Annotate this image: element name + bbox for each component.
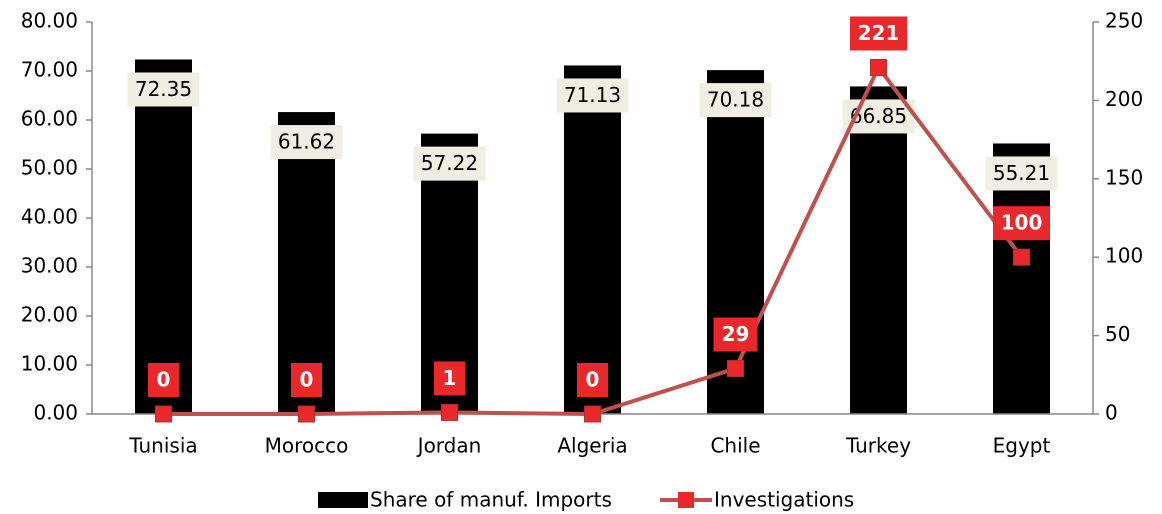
data-label-box	[985, 156, 1058, 191]
legend-swatch	[318, 492, 368, 508]
x-tick-label: Chile	[710, 434, 760, 458]
y2-tick-label: 0	[1105, 401, 1118, 425]
y2-tick-label: 150	[1105, 165, 1143, 189]
legend-marker	[678, 492, 694, 508]
y-tick-label: 80.00	[21, 9, 78, 33]
y-tick-label: 0.00	[33, 401, 78, 425]
data-label-box	[291, 363, 322, 397]
y2-tick-label: 100	[1105, 244, 1143, 268]
data-label: 55.21	[993, 161, 1050, 185]
data-label: 29	[722, 322, 750, 346]
marker	[584, 405, 601, 423]
bar	[850, 86, 907, 414]
y-tick-label: 70.00	[21, 58, 78, 82]
data-label-box	[270, 125, 343, 160]
bar	[135, 59, 192, 415]
x-tick-label: Turkey	[845, 434, 911, 458]
data-label-box	[148, 363, 179, 397]
marker	[441, 403, 458, 421]
marker	[1013, 248, 1030, 266]
y-tick-label: 30.00	[21, 254, 78, 278]
legend-label: Investigations	[714, 488, 854, 512]
data-label: 0	[157, 368, 171, 392]
y2-tick-label: 50	[1105, 322, 1130, 346]
data-label-box	[556, 78, 629, 113]
x-tick-label: Tunisia	[128, 434, 197, 458]
data-label: 100	[1001, 211, 1043, 235]
data-label-box	[577, 363, 608, 397]
data-label: 0	[586, 368, 600, 392]
x-tick-label: Morocco	[265, 434, 349, 458]
y-tick-label: 10.00	[21, 352, 78, 376]
data-label-box	[850, 16, 907, 51]
data-label: 0	[300, 368, 314, 392]
y2-tick-label: 200	[1105, 87, 1143, 111]
data-label: 57.22	[421, 151, 478, 175]
marker	[727, 360, 744, 378]
y-tick-label: 60.00	[21, 107, 78, 131]
bar	[707, 70, 764, 415]
bar	[564, 65, 621, 414]
legend-label: Share of manuf. Imports	[370, 488, 612, 512]
data-label-box	[434, 361, 465, 396]
data-label-box	[993, 206, 1050, 241]
data-label-box	[699, 83, 772, 118]
marker	[298, 405, 315, 423]
y-tick-label: 50.00	[21, 156, 78, 180]
data-label: 61.62	[278, 130, 335, 154]
data-label: 71.13	[564, 83, 621, 107]
x-tick-label: Egypt	[993, 434, 1051, 458]
data-label-box	[413, 146, 486, 181]
data-label-box	[713, 317, 758, 352]
data-label-box	[127, 72, 200, 107]
x-tick-label: Algeria	[557, 434, 627, 458]
y-tick-label: 20.00	[21, 303, 78, 327]
y2-tick-label: 250	[1105, 9, 1143, 33]
marker	[870, 58, 887, 76]
data-label: 221	[858, 21, 900, 45]
marker	[155, 405, 172, 423]
y-tick-label: 40.00	[21, 205, 78, 229]
data-label: 1	[443, 366, 457, 390]
data-label: 72.35	[135, 77, 192, 101]
data-label: 70.18	[707, 88, 764, 112]
x-tick-label: Jordan	[416, 434, 482, 458]
